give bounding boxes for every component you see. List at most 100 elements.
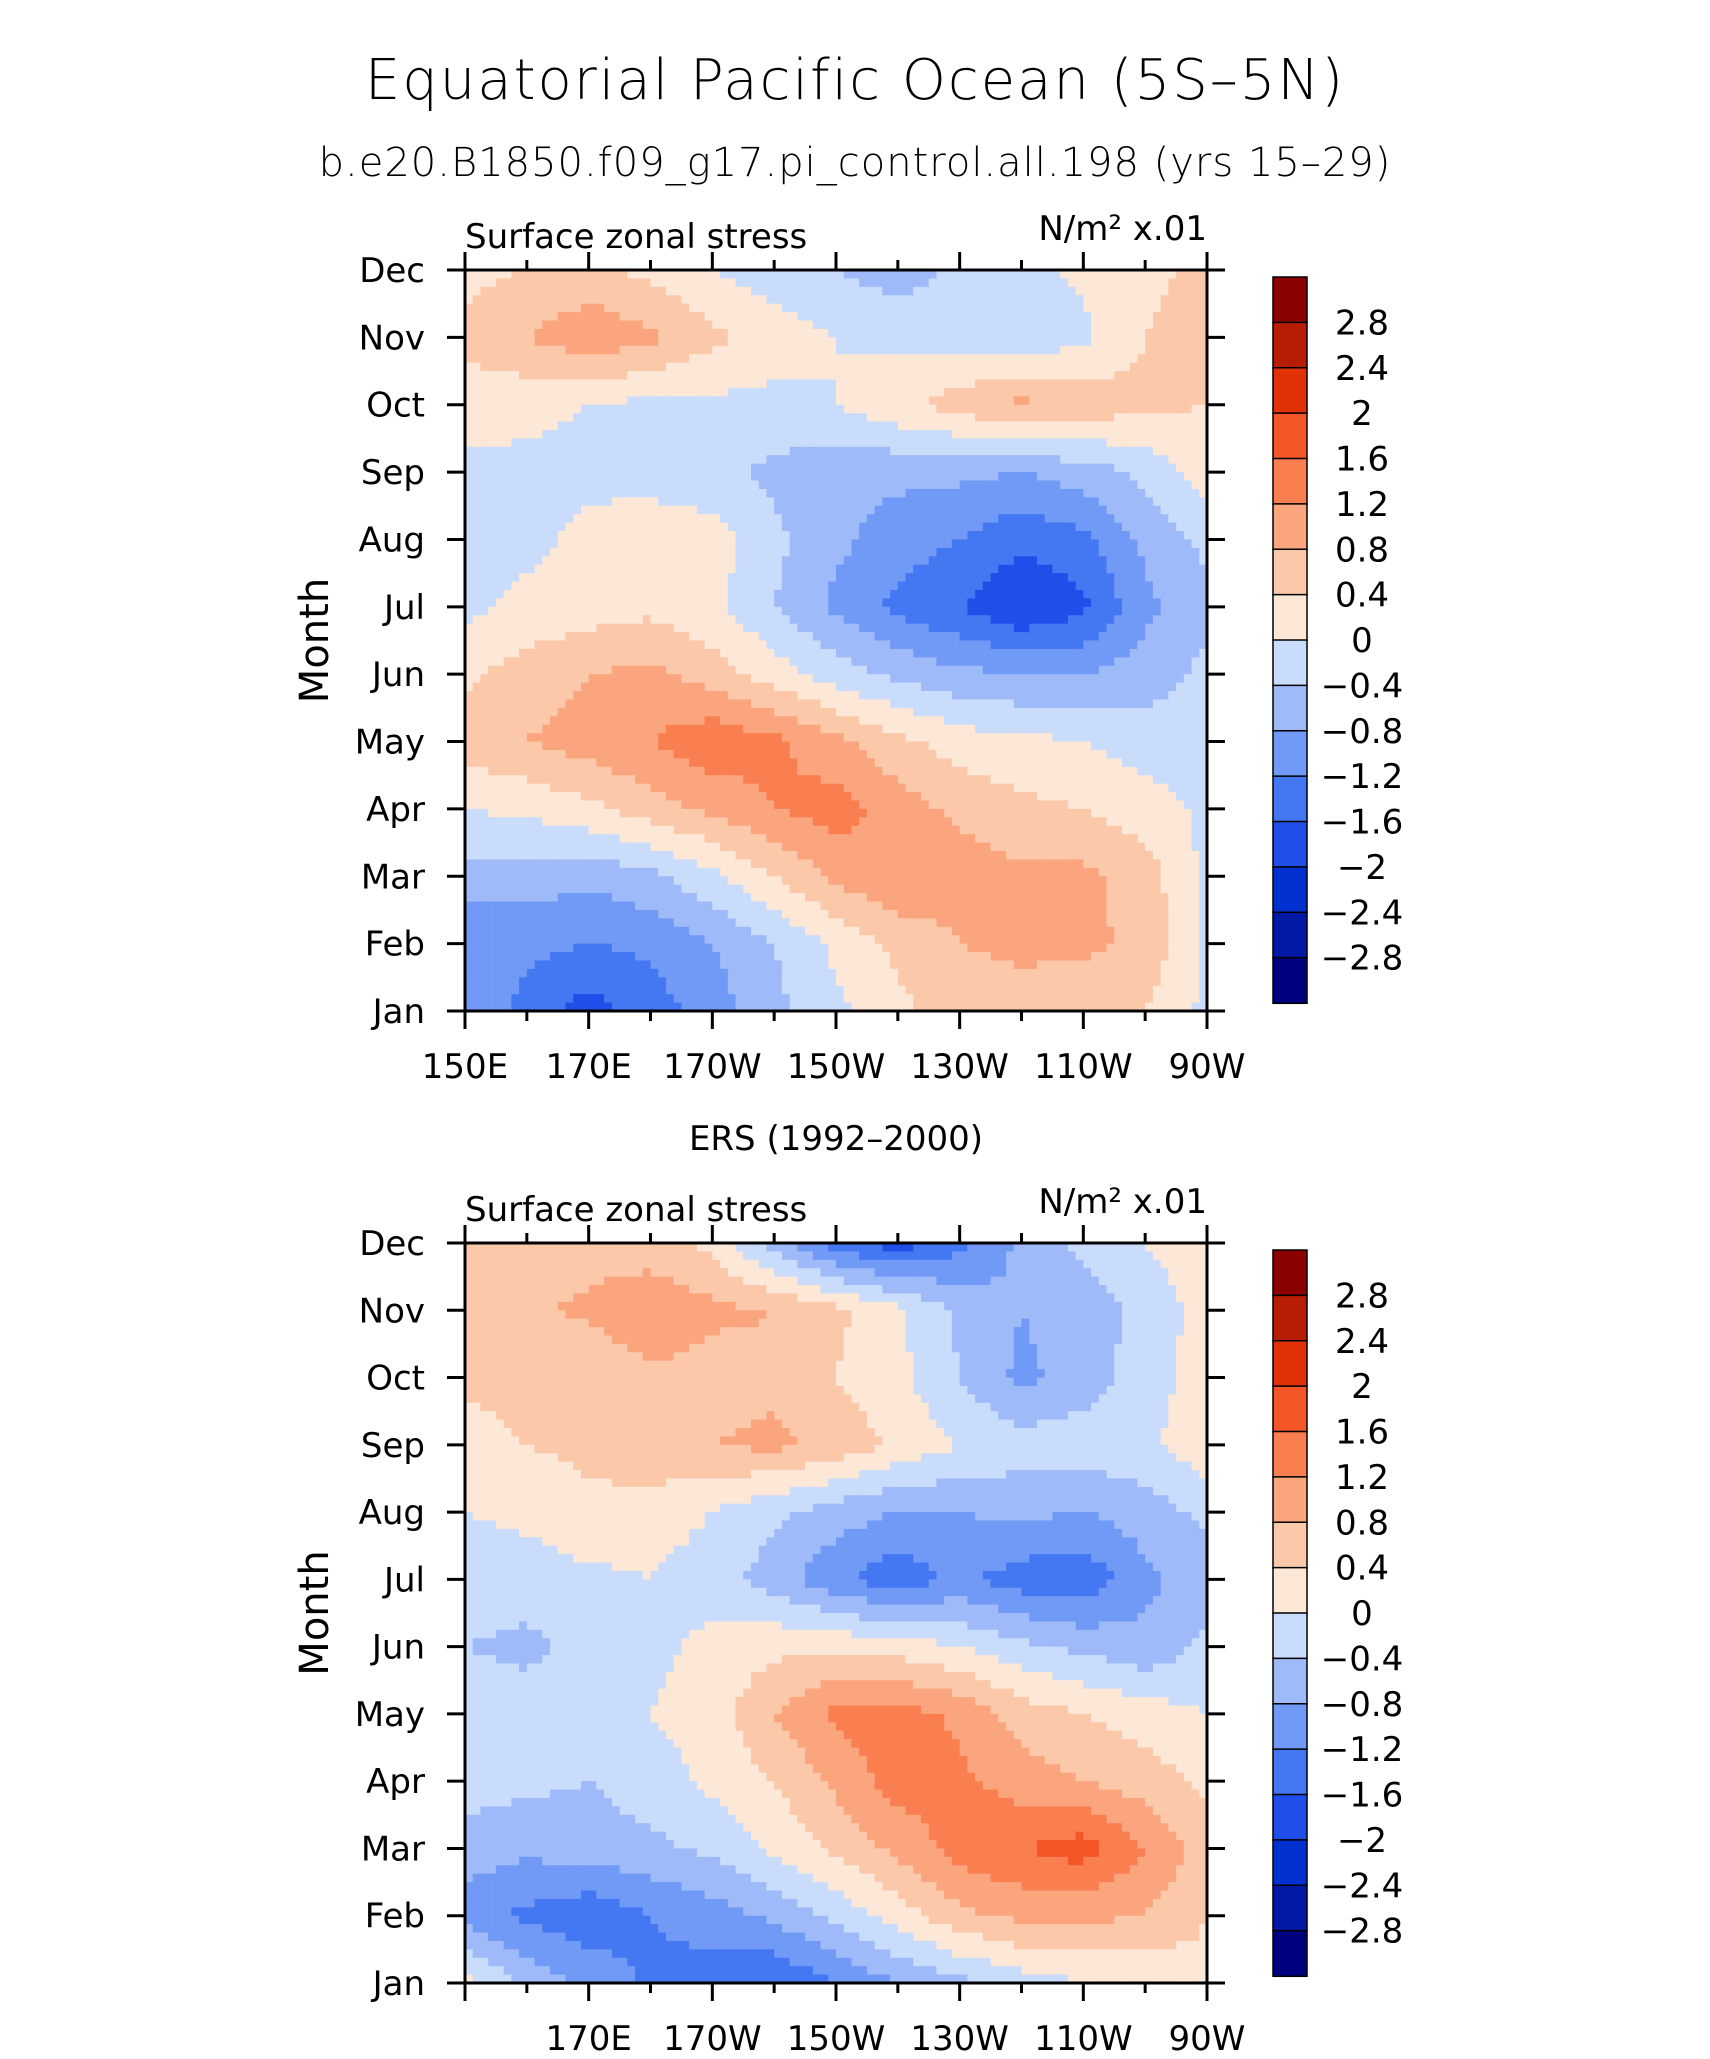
contour-cell <box>720 623 729 633</box>
contour-cell <box>843 337 853 347</box>
contour-cell <box>766 589 775 599</box>
contour-cell <box>1114 514 1123 524</box>
contour-cell <box>866 699 876 709</box>
contour-cell <box>866 640 876 650</box>
contour-cell <box>480 640 489 650</box>
contour-cell <box>681 320 690 330</box>
contour-cell <box>1067 699 1077 709</box>
contour-cell <box>635 463 644 473</box>
contour-cell <box>1029 522 1038 532</box>
contour-cell <box>758 497 768 507</box>
contour-cell <box>511 648 520 658</box>
contour-cell <box>766 648 775 658</box>
contour-cell <box>534 497 543 507</box>
contour-cell <box>913 522 922 532</box>
contour-cell <box>519 286 528 296</box>
contour-cell <box>1114 362 1123 372</box>
contour-cell <box>758 573 768 583</box>
contour-cell <box>905 303 914 313</box>
contour-cell <box>696 286 706 296</box>
contour-cell <box>480 707 489 717</box>
contour-cell <box>1029 438 1038 448</box>
contour-cell <box>519 674 528 684</box>
contour-cell <box>465 589 474 599</box>
contour-cell <box>874 446 883 456</box>
contour-cell <box>959 615 968 625</box>
contour-cell <box>1091 640 1100 650</box>
contour-cell <box>766 286 775 296</box>
contour-cell <box>534 674 543 684</box>
contour-cell <box>735 429 744 440</box>
contour-cell <box>565 674 574 684</box>
contour-cell <box>959 345 968 355</box>
contour-cell <box>789 354 798 364</box>
contour-cell <box>859 539 868 549</box>
contour-cell <box>1199 354 1207 364</box>
contour-cell <box>905 438 914 448</box>
contour-cell <box>890 564 899 574</box>
contour-cell <box>990 648 999 658</box>
contour-cell <box>1106 615 1115 625</box>
contour-cell <box>797 446 806 456</box>
contour-cell <box>874 623 883 633</box>
contour-cell <box>1106 328 1115 338</box>
contour-cell <box>967 362 976 372</box>
contour-cell <box>604 446 613 456</box>
contour-cell <box>758 691 768 701</box>
contour-cell <box>611 396 621 406</box>
contour-cell <box>658 505 667 515</box>
contour-cell <box>921 472 930 482</box>
contour-cell <box>843 312 853 322</box>
contour-cell <box>1168 362 1177 372</box>
contour-cell <box>596 606 605 616</box>
contour-cell <box>1106 446 1115 456</box>
contour-cell <box>820 505 829 515</box>
contour-cell <box>611 606 621 616</box>
contour-cell <box>975 354 984 364</box>
contour-cell <box>1152 615 1162 625</box>
contour-cell <box>681 354 690 364</box>
contour-cell <box>619 320 628 330</box>
contour-cell <box>627 312 636 322</box>
contour-cell <box>550 429 559 440</box>
contour-cell <box>472 387 482 397</box>
contour-cell <box>843 581 853 591</box>
contour-cell <box>542 522 551 532</box>
contour-cell <box>503 328 512 338</box>
contour-cell <box>975 320 984 330</box>
contour-cell <box>805 404 814 414</box>
contour-cell <box>519 362 528 372</box>
contour-cell <box>526 278 536 288</box>
contour-cell <box>681 387 690 397</box>
contour-cell <box>1160 270 1169 280</box>
contour-cell <box>642 472 652 482</box>
contour-cell <box>1052 362 1061 372</box>
contour-cell <box>611 312 621 322</box>
contour-cell <box>1191 463 1200 473</box>
contour-cell <box>1013 488 1023 498</box>
contour-cell <box>1021 531 1030 541</box>
contour-cell <box>1168 480 1177 490</box>
contour-cell <box>789 404 798 414</box>
contour-cell <box>1137 379 1146 389</box>
contour-cell <box>1006 691 1015 701</box>
contour-cell <box>1091 514 1100 524</box>
contour-cell <box>990 665 999 675</box>
contour-cell <box>727 648 737 658</box>
contour-cell <box>588 320 597 330</box>
contour-cell <box>642 480 652 490</box>
contour-cell <box>480 699 489 709</box>
contour-cell <box>897 421 907 431</box>
contour-cell <box>1091 674 1100 684</box>
contour-cell <box>743 657 752 667</box>
contour-cell <box>959 522 968 532</box>
contour-cell <box>704 455 713 465</box>
contour-cell <box>1044 581 1054 591</box>
contour-cell <box>990 691 999 701</box>
contour-cell <box>604 455 613 465</box>
contour-cell <box>874 463 883 473</box>
contour-cell <box>696 320 706 330</box>
contour-cell <box>465 606 474 616</box>
contour-cell <box>681 598 690 608</box>
contour-cell <box>696 312 706 322</box>
